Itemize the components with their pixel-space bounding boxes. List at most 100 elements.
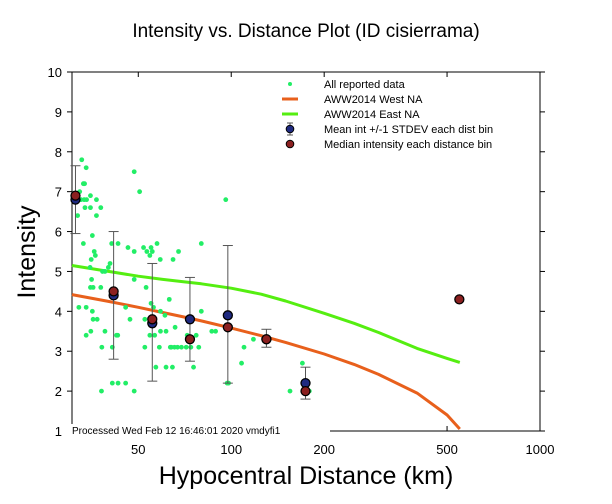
reported-data-point (127, 316, 133, 322)
legend-entry-label: Median intensity each distance bin (324, 139, 492, 151)
legend-swatch-all-data (288, 82, 292, 86)
y-tick-label: 6 (55, 225, 62, 240)
reported-data-point (131, 169, 137, 175)
reported-data-point (109, 241, 115, 246)
reported-data-point (84, 197, 89, 203)
median-points-group (70, 190, 465, 397)
reported-data-point (223, 197, 229, 203)
legend-entry-label: Mean int +/-1 STDEV each dist bin (324, 124, 493, 136)
east-na-curve-group (71, 264, 461, 364)
reported-data-point (80, 241, 86, 246)
reported-data-point (92, 253, 98, 258)
reported-data-point (89, 233, 95, 238)
reported-data-point (83, 304, 89, 310)
reported-data-point (131, 249, 137, 254)
west-na-curve (71, 293, 461, 431)
reported-data-point (239, 360, 244, 366)
y-tick-label: 8 (55, 145, 62, 160)
all-reported-data-group (75, 157, 312, 394)
reported-data-point (90, 285, 96, 290)
reported-data-point (83, 165, 89, 171)
reported-data-point (131, 277, 137, 282)
median-point (222, 322, 233, 333)
reported-data-point (154, 241, 160, 246)
chart-title: Intensity vs. Distance Plot (ID cisierra… (132, 21, 479, 42)
reported-data-point (137, 189, 143, 195)
mean-point (222, 310, 233, 321)
x-axis-label: Hypocentral Distance (km) (159, 462, 454, 490)
reported-data-point (115, 380, 121, 386)
median-point (454, 294, 465, 305)
reported-data-point (94, 197, 99, 203)
legend-entry-label: AWW2014 East NA (324, 109, 420, 121)
reported-data-point (158, 308, 163, 314)
reported-data-point (156, 344, 162, 350)
reported-data-point (82, 205, 88, 211)
reported-data-point (88, 205, 93, 211)
reported-data-point (152, 332, 158, 338)
reported-data-point (188, 344, 194, 350)
processed-footer: Processed Wed Feb 12 16:46:01 2020 vmdyf… (72, 426, 281, 437)
y-tick-label: 2 (55, 384, 62, 399)
reported-data-point (125, 245, 131, 250)
reported-data-point (179, 344, 184, 350)
reported-data-point (153, 364, 159, 370)
east-na-curve (71, 264, 461, 364)
reported-data-point (172, 324, 178, 330)
reported-data-point (141, 245, 146, 250)
reported-data-point (163, 364, 169, 370)
y-tick-label: 1 (55, 424, 62, 439)
reported-data-point (114, 332, 119, 338)
reported-data-point (157, 257, 163, 262)
reported-data-point (183, 344, 189, 350)
reported-data-point (123, 380, 129, 386)
reported-data-point (193, 332, 199, 338)
reported-data-point (287, 388, 293, 394)
median-point (300, 385, 311, 397)
legend: All reported data AWW2014 West NA AWW2014 … (282, 79, 493, 151)
median-point (147, 314, 158, 325)
reported-data-point (99, 388, 104, 394)
y-tick-label: 5 (55, 264, 62, 279)
y-tick-label: 3 (55, 344, 62, 359)
mean-point (184, 314, 196, 325)
reported-data-point (88, 328, 94, 334)
reported-data-point (170, 364, 175, 370)
reported-data-point (76, 304, 82, 310)
reported-data-point (87, 265, 93, 270)
footer-background (66, 424, 330, 438)
x-tick-label: 100 (220, 442, 242, 457)
reported-data-point (299, 360, 305, 366)
y-tick-label: 9 (55, 105, 62, 120)
reported-data-point (123, 304, 129, 310)
reported-data-point (107, 261, 113, 266)
reported-data-point (115, 241, 121, 246)
y-tick-label: 10 (48, 65, 62, 80)
reported-data-point (109, 380, 115, 386)
reported-data-point (98, 205, 104, 211)
legend-swatch-median (285, 139, 295, 149)
reported-data-point (198, 241, 204, 246)
y-axis-label: Intensity (13, 205, 41, 299)
x-tick-label: 50 (131, 442, 145, 457)
reported-data-point (83, 332, 89, 338)
reported-data-point (102, 269, 108, 274)
reported-data-point (251, 336, 256, 342)
reported-data-point (147, 253, 153, 258)
reported-data-point (170, 257, 176, 262)
reported-data-point (131, 388, 137, 394)
reported-data-point (89, 308, 95, 314)
y-tick-label: 4 (55, 304, 62, 319)
x-tick-label: 500 (436, 442, 458, 457)
mean-points-group (70, 194, 311, 389)
x-tick-label: 200 (313, 442, 335, 457)
x-tick-label: 1000 (526, 442, 555, 457)
west-na-curve-group (71, 293, 461, 431)
reported-data-point (167, 344, 173, 350)
median-point (261, 334, 272, 345)
reported-data-point (166, 296, 172, 302)
reported-data-point (91, 249, 97, 254)
reported-data-point (163, 328, 169, 334)
reported-data-point (105, 265, 111, 270)
